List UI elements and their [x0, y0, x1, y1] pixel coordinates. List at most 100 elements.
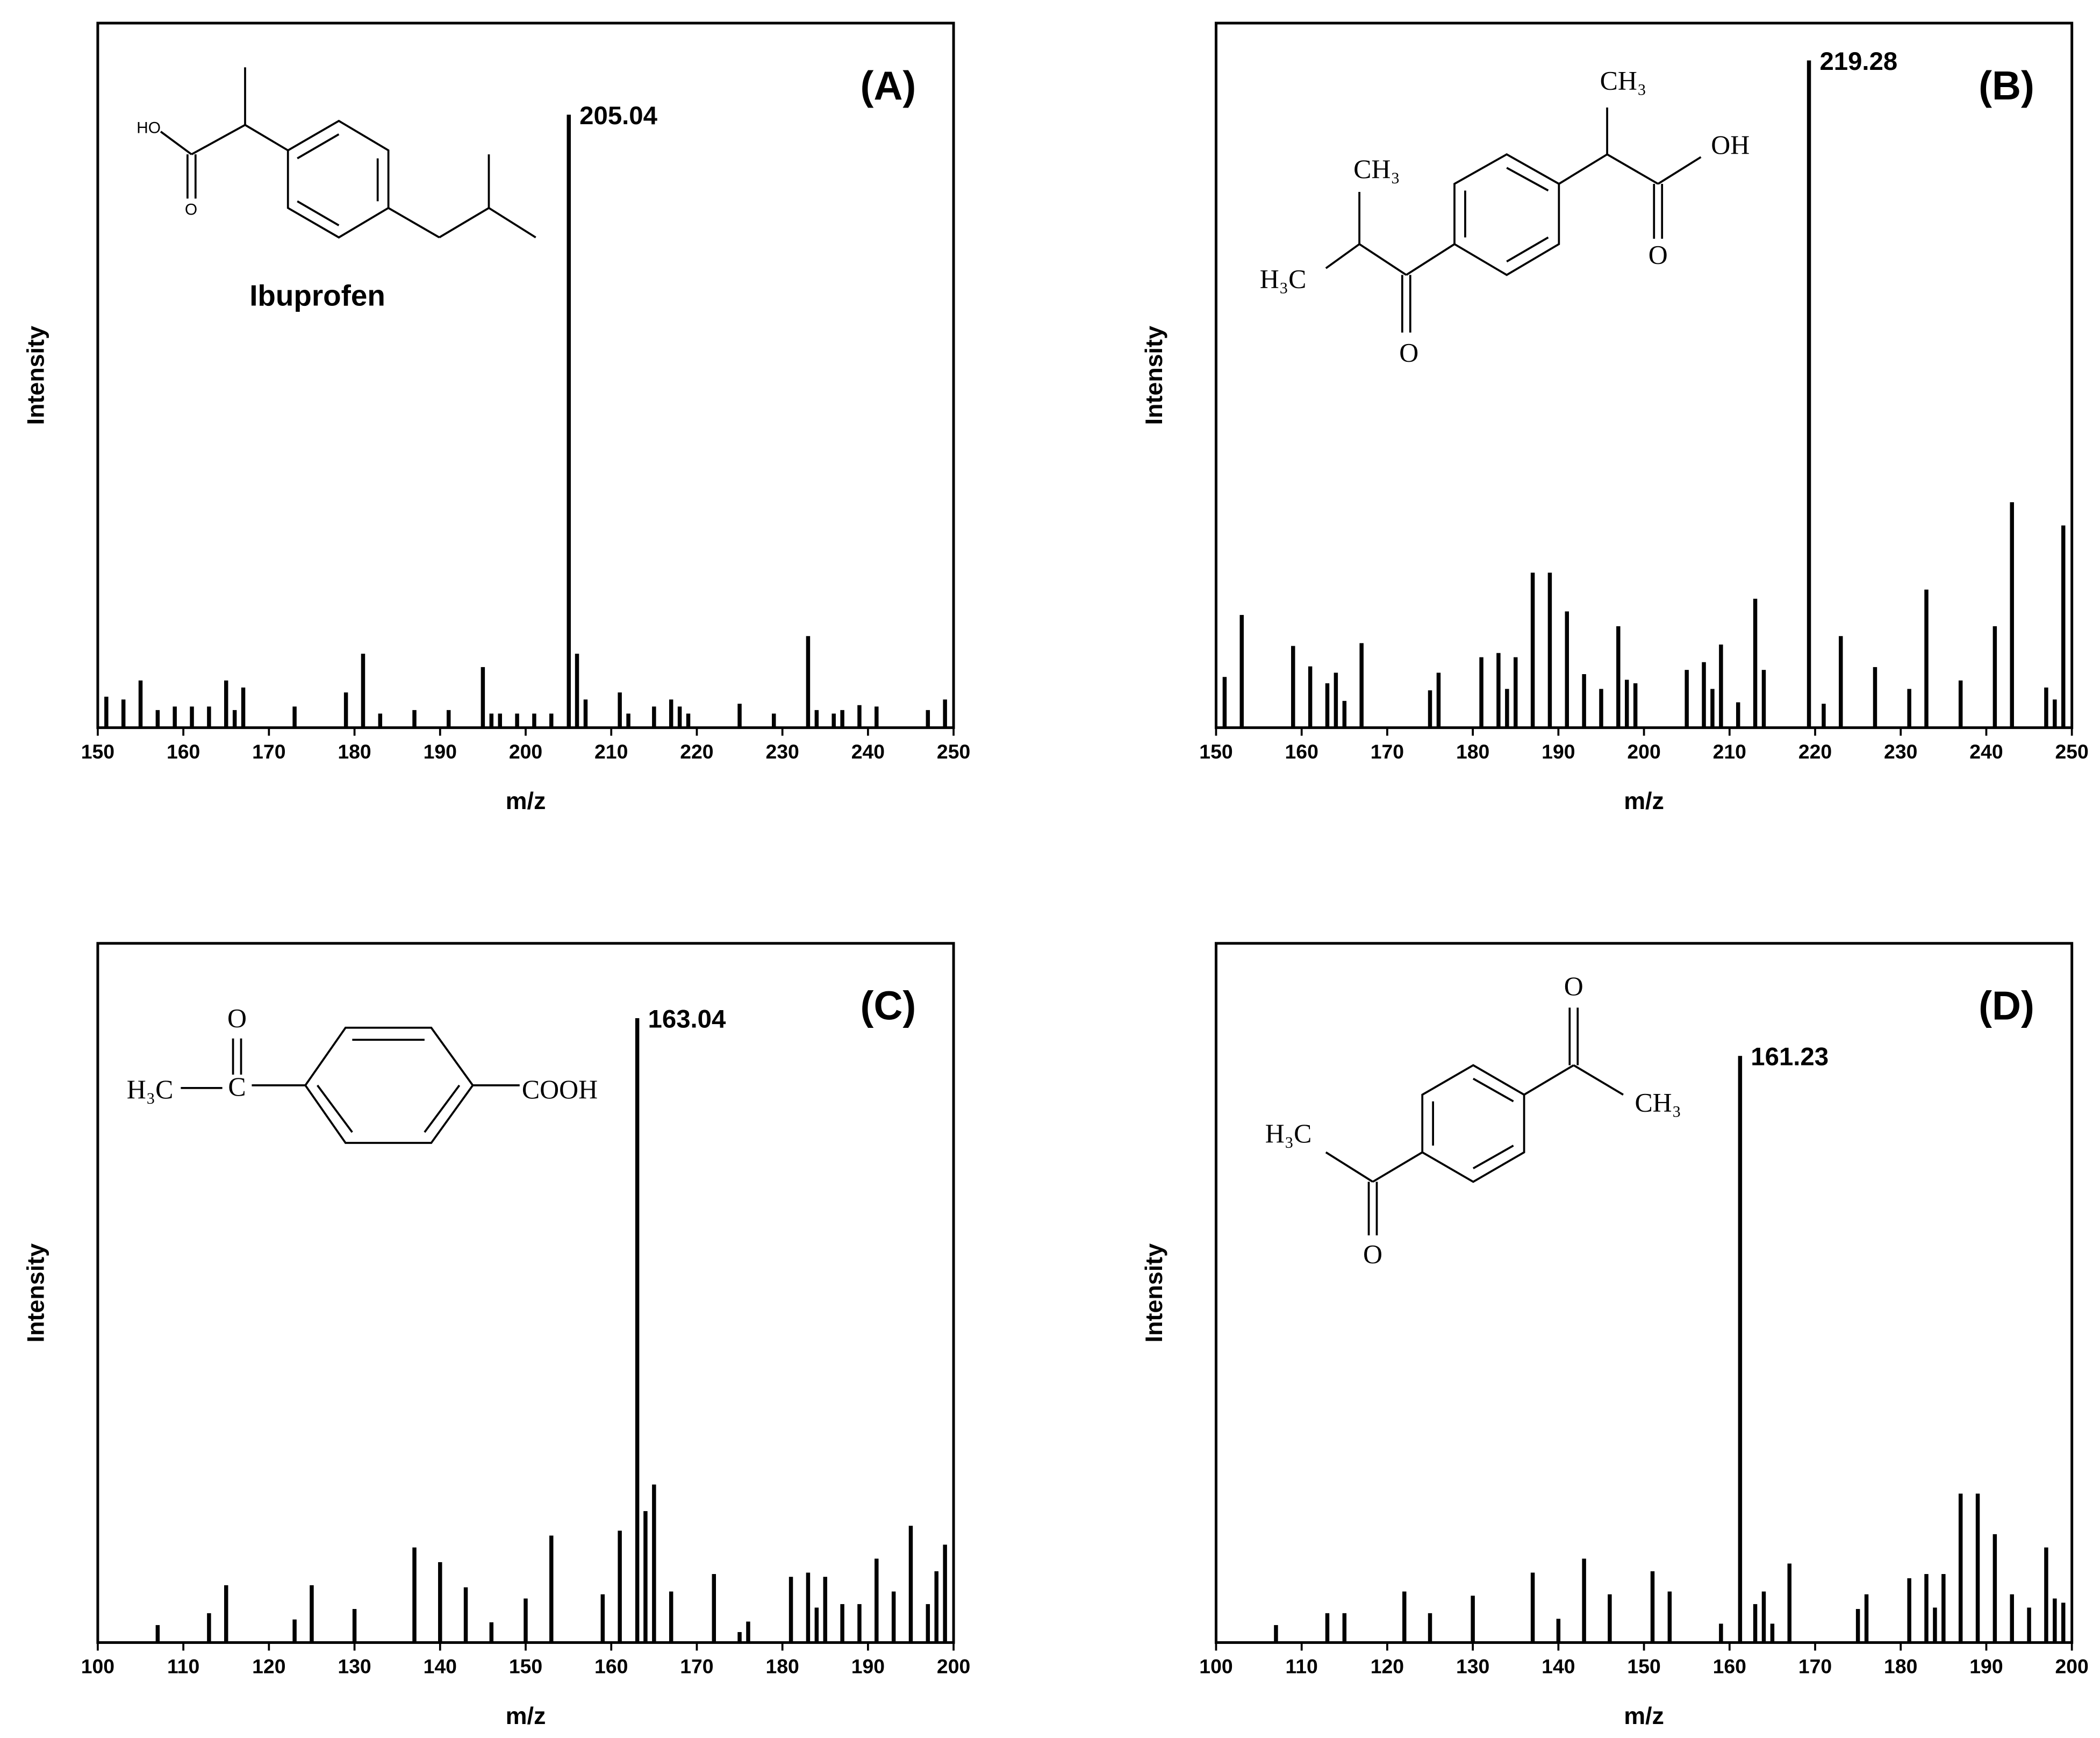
peak: [1993, 626, 1997, 728]
atom-label: OH: [1711, 130, 1750, 160]
atom-label: H₃C: [1265, 1119, 1312, 1148]
peak: [1599, 689, 1603, 728]
peak: [1685, 670, 1689, 728]
peak: [857, 705, 862, 728]
ring: [1421, 1064, 1525, 1183]
peak: [875, 1558, 879, 1643]
peak: [343, 692, 348, 728]
x-tick-label: 120: [252, 1655, 285, 1678]
peak: [1436, 673, 1441, 728]
peak: [1761, 1591, 1766, 1643]
peak: [626, 713, 630, 728]
peak: [1428, 1613, 1432, 1643]
panel-label: (D): [1979, 983, 2034, 1028]
panel: 100 110 120 130 140 150 160 170 180 190 200 163.04 (…: [22, 942, 970, 1729]
peak: [1667, 1591, 1672, 1643]
x-tick-label: 140: [424, 1655, 457, 1678]
peak: [173, 706, 177, 728]
atom-label: O: [1363, 1239, 1382, 1269]
peak: [207, 1613, 211, 1643]
panel-label: (B): [1979, 63, 2034, 108]
peak: [121, 699, 126, 728]
peak: [207, 706, 211, 728]
peak: [1855, 1609, 1860, 1643]
plot-frame: [1214, 942, 2074, 1644]
peak: [104, 696, 109, 728]
peak: [1839, 636, 1843, 728]
peak: [361, 654, 365, 728]
peak-label: 205.04: [579, 102, 657, 130]
peak: [1807, 60, 1811, 728]
peak: [2010, 1594, 2014, 1643]
atom-label: C: [228, 1072, 246, 1102]
x-tick-label: 240: [851, 740, 885, 763]
peak: [875, 706, 879, 728]
x-tick-label: 250: [2055, 740, 2089, 763]
x-tick-label: 150: [509, 1655, 542, 1678]
peak-label: 219.28: [1819, 47, 1897, 76]
peak: [515, 713, 519, 728]
x-axis-label: m/z: [1624, 1702, 1664, 1729]
peak: [138, 680, 143, 728]
peak: [1274, 1625, 1278, 1643]
peak: [823, 1577, 828, 1643]
x-tick-label: 200: [1627, 740, 1660, 763]
peak: [575, 654, 579, 728]
peak: [1308, 666, 1313, 728]
peak: [686, 713, 691, 728]
peak: [1761, 670, 1766, 728]
x-tick-label: 160: [167, 740, 200, 763]
peak: [1907, 1578, 1911, 1643]
x-tick-label: 210: [594, 740, 628, 763]
peak: [567, 115, 571, 728]
peak: [1582, 1558, 1586, 1643]
peak: [677, 706, 682, 728]
peak: [737, 1632, 742, 1643]
peak: [224, 1585, 228, 1643]
peak: [1582, 674, 1586, 728]
peak: [1428, 690, 1432, 728]
peak: [489, 1622, 494, 1643]
x-tick-label: 230: [1884, 740, 1917, 763]
structure-c: O C H₃C COOH: [127, 1004, 598, 1144]
x-tick-label: 200: [509, 740, 542, 763]
x-tick-label: 170: [1371, 740, 1404, 763]
peak: [737, 704, 742, 728]
x-tick-label: 130: [1456, 1655, 1489, 1678]
peak: [1958, 1493, 1963, 1643]
peak: [583, 699, 588, 728]
x-tick-label: 150: [1199, 740, 1232, 763]
peak: [652, 706, 656, 728]
x-tick-label: 150: [81, 740, 114, 763]
compound-name: Ibuprofen: [249, 278, 385, 312]
panel: 150 160 170 180 190 200 210 220 230 240 250 205.04 (…: [22, 22, 970, 814]
plot-frame: [96, 22, 955, 729]
y-axis-label: Intensity: [22, 326, 49, 425]
peak: [618, 692, 622, 728]
peak: [2044, 687, 2048, 728]
peak: [814, 710, 819, 728]
peak: [814, 1607, 819, 1643]
peak: [232, 710, 237, 728]
peak: [806, 1572, 811, 1643]
peak: [1907, 689, 1911, 728]
x-tick-label: 180: [1456, 740, 1489, 763]
peak: [1556, 1619, 1561, 1643]
peak: [840, 1604, 844, 1643]
panel-label: (A): [861, 63, 916, 108]
peak: [857, 1604, 862, 1643]
x-axis-label: m/z: [506, 787, 546, 814]
peak: [1633, 683, 1638, 728]
atom-label: CH₃: [1600, 66, 1647, 96]
peak: [2053, 699, 2057, 728]
x-tick-label: 170: [252, 740, 285, 763]
peak: [155, 1625, 160, 1643]
peak: [2053, 1598, 2057, 1643]
peak: [1770, 1623, 1775, 1643]
peak: [832, 713, 836, 728]
x-tick-label: 110: [167, 1655, 199, 1678]
x-axis-label: m/z: [506, 1702, 546, 1729]
peak: [1325, 683, 1330, 728]
peak: [1342, 1613, 1347, 1643]
